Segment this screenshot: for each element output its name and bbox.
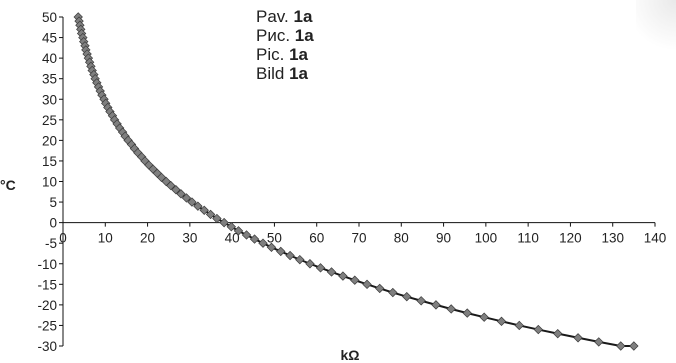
- data-point: [286, 251, 294, 259]
- figure-caption-line: Рис. 1a: [256, 26, 314, 45]
- y-axis-label: °C: [0, 177, 16, 193]
- y-tick-label: 30: [42, 92, 57, 107]
- data-point: [316, 264, 324, 272]
- data-point: [389, 288, 397, 296]
- x-tick-label: 70: [351, 231, 366, 246]
- data-point: [534, 325, 542, 333]
- caption-figure-number: 1a: [289, 45, 308, 64]
- data-point: [463, 309, 471, 317]
- caption-figure-number: 1a: [289, 64, 308, 83]
- x-tick-label: 0: [59, 231, 67, 246]
- y-tick-label: 45: [42, 31, 57, 46]
- data-point: [277, 247, 285, 255]
- data-point: [630, 342, 638, 350]
- caption-figure-number: 1a: [295, 26, 314, 45]
- data-point: [242, 231, 250, 239]
- data-point: [617, 342, 625, 350]
- x-axis-label: kΩ: [340, 347, 359, 363]
- y-tick-label: -5: [45, 236, 57, 251]
- y-tick-label: 25: [42, 113, 57, 128]
- data-point: [306, 260, 314, 268]
- data-point: [417, 297, 425, 305]
- y-tick-label: 0: [49, 216, 57, 231]
- figure-caption-line: Bild 1a: [256, 64, 309, 83]
- x-tick-label: 10: [98, 231, 113, 246]
- data-point: [220, 218, 228, 226]
- caption-figure-number: 1a: [293, 7, 312, 26]
- y-tick-label: -30: [37, 339, 57, 354]
- data-point: [432, 301, 440, 309]
- y-tick-label: 15: [42, 154, 57, 169]
- y-tick-label: 50: [42, 10, 57, 25]
- caption-prefix: Bild: [256, 64, 289, 83]
- x-tick-label: 110: [517, 231, 539, 246]
- y-tick-label: -15: [37, 277, 57, 292]
- data-point: [327, 268, 335, 276]
- data-point: [363, 280, 371, 288]
- y-tick-label: 5: [49, 195, 57, 210]
- x-tick-label: 20: [140, 231, 155, 246]
- caption-prefix: Pic.: [256, 45, 289, 64]
- y-tick-label: 10: [42, 175, 57, 190]
- x-tick-label: 90: [436, 231, 451, 246]
- data-point: [595, 338, 603, 346]
- caption-prefix: Рис.: [256, 26, 295, 45]
- x-tick-label: 130: [601, 231, 624, 246]
- x-tick-label: 140: [644, 231, 667, 246]
- x-tick-label: 80: [394, 231, 409, 246]
- y-tick-label: 20: [42, 133, 57, 148]
- figure-caption-line: Pic. 1a: [256, 45, 309, 64]
- x-tick-label: 60: [309, 231, 324, 246]
- y-tick-label: -25: [37, 318, 57, 333]
- data-point: [296, 255, 304, 263]
- data-point: [515, 321, 523, 329]
- x-tick-label: 120: [559, 231, 582, 246]
- data-point: [574, 334, 582, 342]
- data-point: [447, 305, 455, 313]
- x-tick-label: 30: [182, 231, 197, 246]
- x-tick-label: 100: [475, 231, 498, 246]
- data-point: [403, 292, 411, 300]
- figure-caption-line: Pav. 1a: [256, 7, 313, 26]
- y-tick-label: 40: [42, 51, 57, 66]
- y-tick-label: 35: [42, 72, 57, 87]
- caption-prefix: Pav.: [256, 7, 293, 26]
- data-point: [339, 272, 347, 280]
- series-1: [74, 13, 638, 350]
- y-tick-label: -20: [37, 298, 57, 313]
- data-point: [351, 276, 359, 284]
- data-point: [480, 313, 488, 321]
- data-point: [376, 284, 384, 292]
- x-tick-label: 50: [267, 231, 282, 246]
- data-point: [250, 235, 258, 243]
- data-point: [554, 329, 562, 337]
- y-tick-label: -10: [37, 257, 57, 272]
- data-point: [497, 317, 505, 325]
